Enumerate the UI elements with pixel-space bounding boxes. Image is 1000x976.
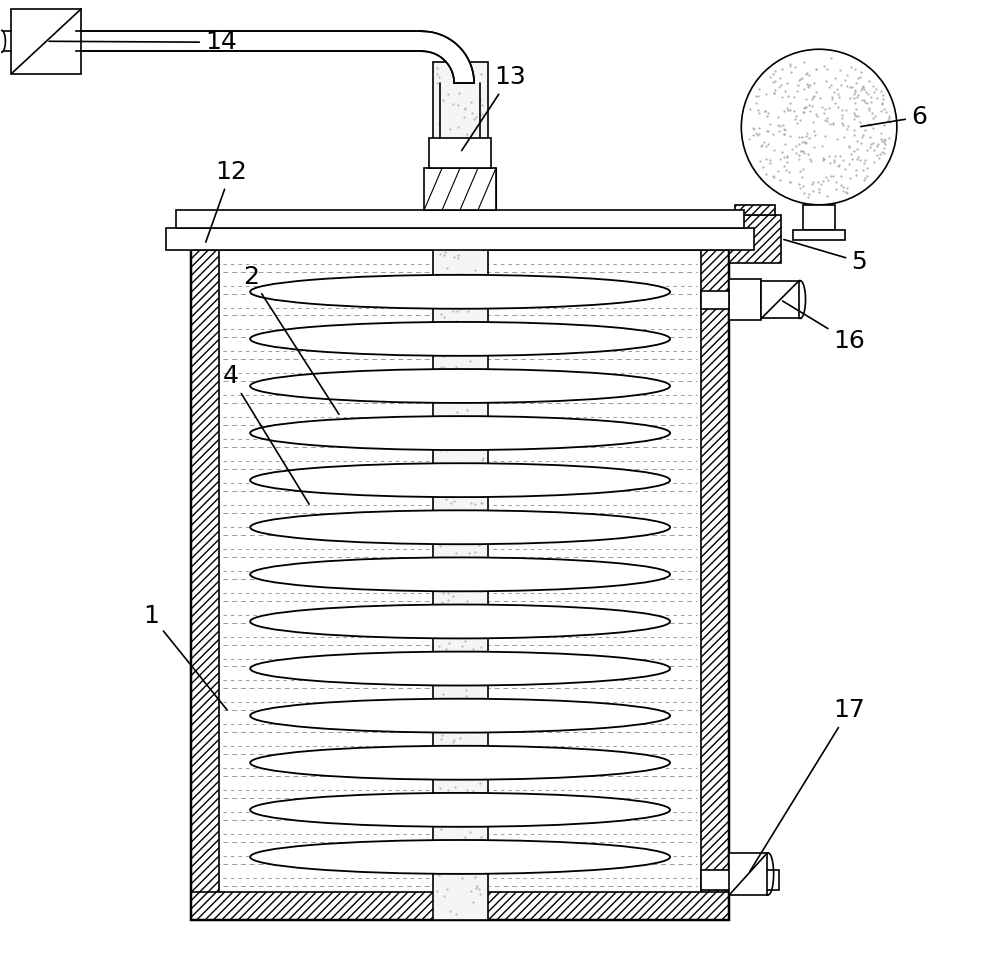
Bar	[793, 229, 845, 240]
Bar	[191, 222, 729, 919]
Ellipse shape	[250, 510, 670, 545]
Bar	[11, 9, 81, 73]
Ellipse shape	[250, 275, 670, 308]
Ellipse shape	[250, 793, 670, 827]
Bar	[424, 168, 496, 210]
Ellipse shape	[250, 369, 670, 403]
Bar	[701, 222, 729, 919]
Bar	[191, 892, 729, 919]
Text: 15: 15	[0, 975, 1, 976]
Bar	[191, 222, 729, 250]
Text: 16: 16	[783, 301, 865, 353]
Bar	[761, 280, 799, 318]
Bar	[729, 215, 781, 263]
PathPatch shape	[422, 31, 474, 83]
Bar	[191, 222, 219, 919]
Text: 17: 17	[750, 699, 865, 872]
Text: 5: 5	[784, 239, 867, 273]
Bar	[729, 278, 761, 320]
Ellipse shape	[250, 699, 670, 733]
Ellipse shape	[250, 840, 670, 874]
Text: 13: 13	[462, 65, 526, 150]
Ellipse shape	[250, 746, 670, 780]
Bar	[729, 853, 767, 895]
Bar	[803, 205, 835, 229]
Bar	[166, 227, 754, 250]
Text: 6: 6	[861, 105, 927, 129]
Bar	[701, 871, 779, 890]
Ellipse shape	[250, 557, 670, 591]
Ellipse shape	[250, 604, 670, 638]
Bar	[219, 250, 701, 892]
Bar	[429, 138, 491, 168]
Bar	[701, 291, 729, 308]
Ellipse shape	[250, 416, 670, 450]
Ellipse shape	[250, 464, 670, 497]
Text: 2: 2	[243, 264, 339, 414]
Bar	[735, 205, 775, 215]
Bar	[176, 210, 744, 227]
Text: 14: 14	[49, 30, 237, 55]
Circle shape	[741, 49, 897, 205]
Ellipse shape	[250, 652, 670, 685]
Text: 12: 12	[206, 160, 247, 242]
Text: 4: 4	[223, 364, 309, 505]
Text: 1: 1	[143, 603, 227, 710]
Bar	[433, 62, 488, 919]
Bar	[76, 31, 422, 52]
Ellipse shape	[250, 322, 670, 356]
